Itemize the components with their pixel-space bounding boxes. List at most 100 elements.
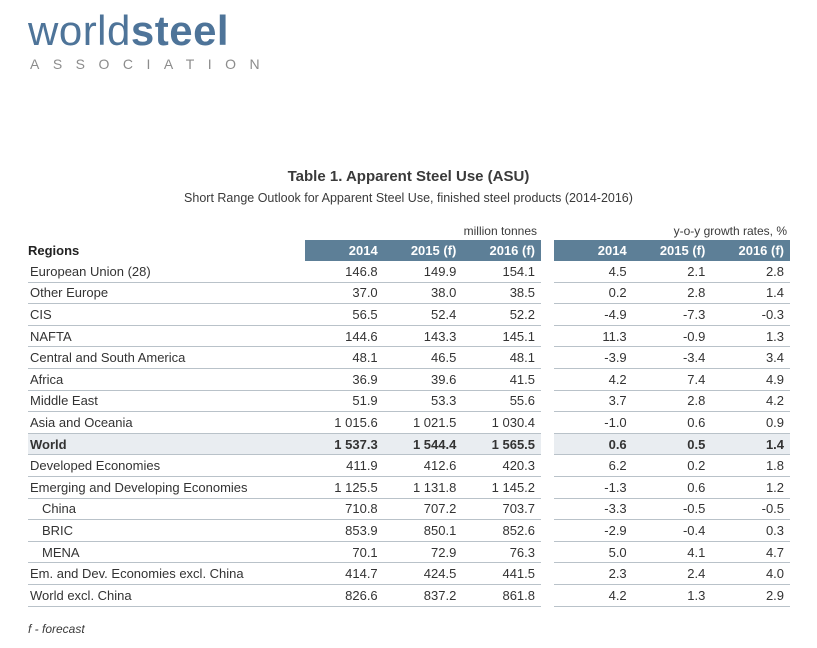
- table-row: Em. and Dev. Economies excl. China 414.7…: [28, 563, 790, 585]
- table-body: European Union (28) 146.8 149.9 154.1 4.…: [28, 261, 790, 607]
- tonnes-2016f-value: 154.1: [502, 263, 536, 279]
- title-block: Table 1. Apparent Steel Use (ASU) Short …: [0, 168, 817, 205]
- growth-2016f-value: 1.2: [765, 479, 785, 495]
- growth-2014-value: 6.2: [608, 458, 627, 474]
- growth-2014-value: -1.3: [604, 479, 627, 495]
- table-row: Africa 36.9 39.6 41.5 4.2 7.4 4.9: [28, 369, 790, 391]
- tonnes-2016f-value: 41.5: [509, 371, 536, 387]
- table-title: Table 1. Apparent Steel Use (ASU): [287, 168, 530, 185]
- row-left-section: Africa 36.9 39.6 41.5: [28, 369, 541, 391]
- tonnes-2014-value: 146.8: [345, 263, 378, 279]
- growth-2014-value: 3.7: [608, 393, 627, 409]
- row-left-section: BRIC 853.9 850.1 852.6: [28, 520, 541, 542]
- table-row: Central and South America 48.1 46.5 48.1…: [28, 347, 790, 369]
- row-right-section: 2.3 2.4 4.0: [554, 563, 790, 585]
- row-left-section: World excl. China 826.6 837.2 861.8: [28, 585, 541, 607]
- growth-2014-value: -1.0: [604, 414, 627, 430]
- growth-2014-value: 4.2: [608, 371, 627, 387]
- tonnes-2015f-value: 53.3: [431, 393, 457, 409]
- tonnes-2014-value: 51.9: [352, 393, 378, 409]
- growth-2014-value: -3.3: [604, 501, 627, 517]
- growth-2016f-value: 0.3: [765, 522, 785, 538]
- tonnes-2014-value: 144.6: [345, 328, 378, 344]
- growth-2014-value: 2.3: [608, 566, 627, 582]
- tonnes-2016f-value: 861.8: [502, 587, 536, 603]
- group-label-million-tonnes: million tonnes: [463, 224, 537, 238]
- growth-2015f-value: 2.8: [687, 393, 706, 409]
- growth-2015f-value: -0.9: [682, 328, 706, 344]
- tonnes-2016f-value: 1 145.2: [491, 479, 536, 495]
- region-name: World: [30, 436, 67, 452]
- region-name: MENA: [42, 544, 80, 560]
- group-label-growth-rates: y-o-y growth rates, %: [673, 224, 787, 238]
- logo-word-world: world: [28, 7, 131, 54]
- regions-header: Regions: [28, 243, 80, 258]
- growth-2015f-value: 0.6: [687, 479, 706, 495]
- tonnes-2016f-value: 52.2: [509, 306, 536, 322]
- growth-2014-value: -3.9: [604, 350, 627, 366]
- tonnes-2015f-value: 149.9: [423, 263, 457, 279]
- tonnes-2014-value: 1 537.3: [334, 436, 378, 452]
- growth-2016f-value: 4.0: [765, 566, 785, 582]
- tonnes-2016f-value: 852.6: [502, 522, 536, 538]
- tonnes-2015f-value: 1 021.5: [412, 414, 457, 430]
- row-left-section: Em. and Dev. Economies excl. China 414.7…: [28, 563, 541, 585]
- row-right-section: 6.2 0.2 1.8: [554, 455, 790, 477]
- table-row: World 1 537.3 1 544.4 1 565.5 0.6 0.5 1.…: [28, 433, 790, 456]
- growth-year-header-band: 2014 2015 (f) 2016 (f): [554, 240, 790, 261]
- tonnes-2015f-value: 1 131.8: [412, 479, 457, 495]
- tonnes-2016f-value: 1 030.4: [491, 414, 536, 430]
- growth-2014-value: 0.2: [608, 285, 627, 301]
- row-left-section: Central and South America 48.1 46.5 48.1: [28, 347, 541, 369]
- region-name: Emerging and Developing Economies: [30, 479, 248, 495]
- table-header-row: Regions 2014 2015 (f) 2016 (f) 2014 2015…: [28, 240, 790, 261]
- growth-2014-value: 4.5: [608, 263, 627, 279]
- growth-2015f-value: 7.4: [687, 371, 706, 387]
- row-left-section: Emerging and Developing Economies 1 125.…: [28, 477, 541, 499]
- tonnes-2014-value: 70.1: [352, 544, 378, 560]
- table-row: Middle East 51.9 53.3 55.6 3.7 2.8 4.2: [28, 391, 790, 413]
- growth-2015f-value: 2.4: [687, 566, 706, 582]
- table-row: BRIC 853.9 850.1 852.6 -2.9 -0.4 0.3: [28, 520, 790, 542]
- tonnes-2014-value: 1 015.6: [334, 414, 378, 430]
- tonnes-2014-value: 414.7: [345, 566, 378, 582]
- growth-2016f-value: 4.2: [765, 393, 785, 409]
- growth-2014-value: -4.9: [604, 306, 627, 322]
- tonnes-2016f-value: 441.5: [502, 566, 536, 582]
- region-name: Middle East: [30, 393, 98, 409]
- region-name: Em. and Dev. Economies excl. China: [30, 566, 244, 582]
- worldsteel-logo: worldsteel ASSOCIATION: [28, 7, 273, 72]
- row-left-section: MENA 70.1 72.9 76.3: [28, 542, 541, 564]
- region-name: China: [42, 501, 76, 517]
- tonnes-header-2016f: 2016 (f): [489, 243, 536, 258]
- growth-2015f-value: -3.4: [682, 350, 706, 366]
- tonnes-2014-value: 411.9: [346, 458, 378, 474]
- row-right-section: -2.9 -0.4 0.3: [554, 520, 790, 542]
- region-name: Central and South America: [30, 350, 186, 366]
- logo-word-steel: steel: [130, 7, 230, 54]
- region-name: Other Europe: [30, 285, 109, 301]
- region-name: European Union (28): [30, 263, 151, 279]
- growth-2016f-value: 1.3: [765, 328, 785, 344]
- table-row: CIS 56.5 52.4 52.2 -4.9 -7.3 -0.3: [28, 304, 790, 326]
- row-left-section: Other Europe 37.0 38.0 38.5: [28, 283, 541, 305]
- growth-2015f-value: 0.2: [687, 458, 706, 474]
- row-right-section: 0.2 2.8 1.4: [554, 283, 790, 305]
- region-name: Africa: [30, 371, 64, 387]
- row-right-section: 4.2 7.4 4.9: [554, 369, 790, 391]
- growth-2016f-value: -0.5: [761, 501, 785, 517]
- tonnes-2016f-value: 420.3: [502, 458, 536, 474]
- row-right-section: -1.0 0.6 0.9: [554, 412, 790, 434]
- table-row: World excl. China 826.6 837.2 861.8 4.2 …: [28, 585, 790, 607]
- growth-2015f-value: -7.3: [682, 306, 706, 322]
- growth-2016f-value: 4.9: [765, 371, 785, 387]
- tonnes-2016f-value: 145.1: [502, 328, 536, 344]
- row-right-section: 5.0 4.1 4.7: [554, 542, 790, 564]
- growth-2015f-value: -0.5: [682, 501, 706, 517]
- tonnes-2015f-value: 850.1: [423, 522, 457, 538]
- tonnes-2015f-value: 38.0: [431, 285, 457, 301]
- region-name: Asia and Oceania: [30, 414, 133, 430]
- tonnes-2014-value: 36.9: [352, 371, 378, 387]
- growth-2016f-value: 0.9: [765, 414, 785, 430]
- tonnes-header-2014: 2014: [348, 243, 378, 258]
